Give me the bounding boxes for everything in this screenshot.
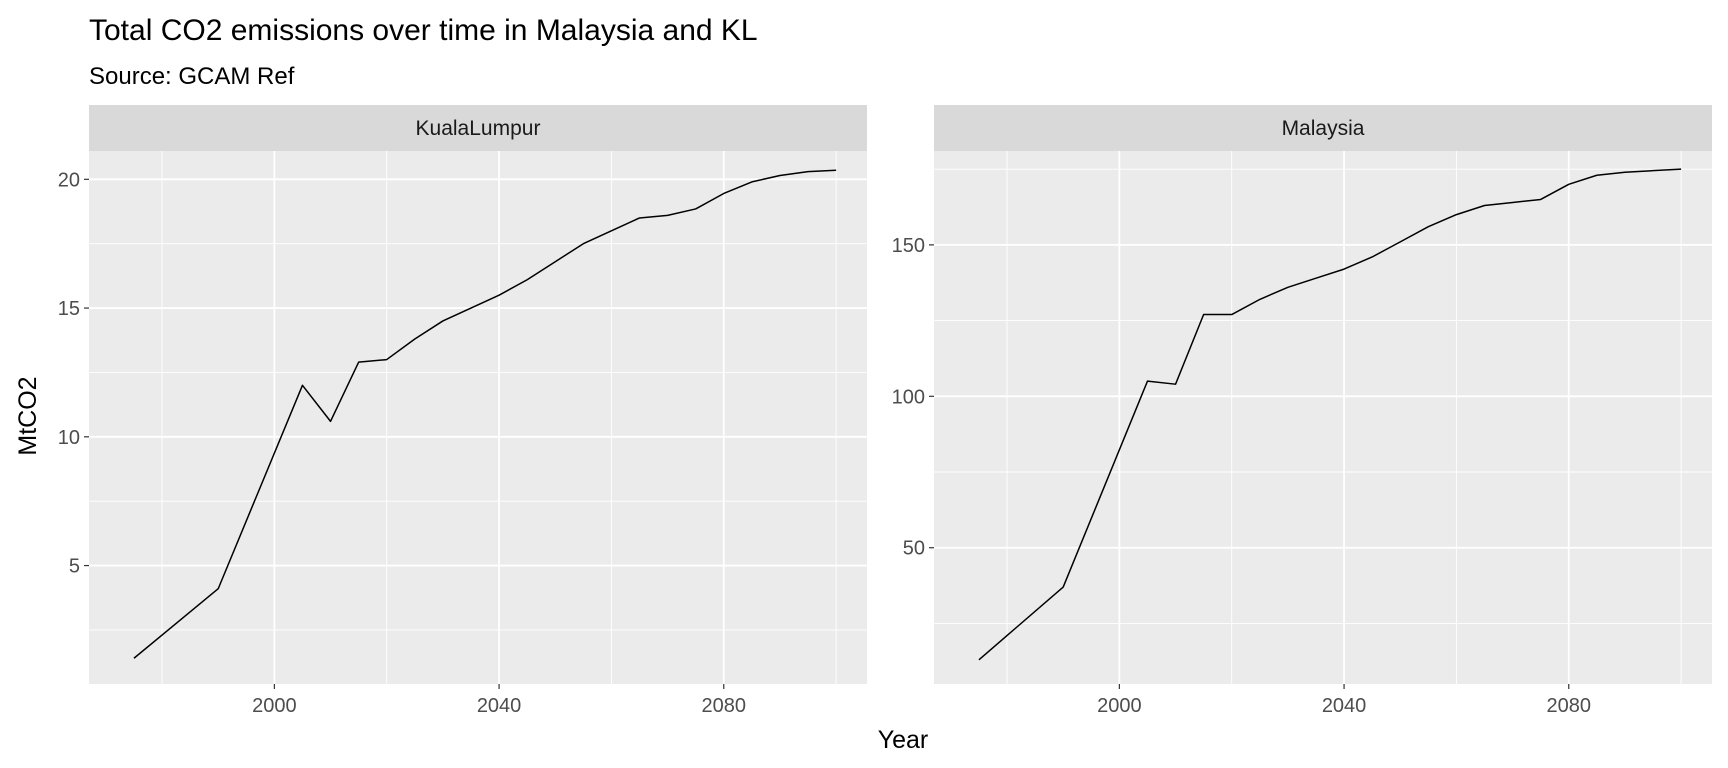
facet-strip xyxy=(934,105,1712,151)
x-axis-title: Year xyxy=(878,726,929,754)
x-tick-label: 2000 xyxy=(252,695,297,717)
chart-subtitle: Source: GCAM Ref xyxy=(89,63,295,90)
facet-panel-kualalumpur: KualaLumpur 2000 2040 2080 5 10 15 20 xyxy=(58,105,867,717)
chart-title: Total CO2 emissions over time in Malaysi… xyxy=(89,14,758,47)
y-tick-label: 150 xyxy=(892,235,925,257)
y-tick-label: 15 xyxy=(58,298,80,320)
y-tick-label: 20 xyxy=(58,169,80,191)
series-line-malaysia xyxy=(978,168,1682,661)
panel-background xyxy=(89,151,867,684)
facet-strip-label: KualaLumpur xyxy=(416,117,541,140)
facet-strip xyxy=(89,105,867,151)
facet-strip-label: Malaysia xyxy=(1282,117,1365,140)
x-tick-label: 2000 xyxy=(1097,695,1142,717)
y-axis-title: MtCO2 xyxy=(14,376,42,455)
x-tick-label: 2080 xyxy=(702,695,747,717)
y-tick-label: 10 xyxy=(58,427,80,449)
x-tick-label: 2040 xyxy=(477,695,522,717)
x-tick-label: 2080 xyxy=(1547,695,1592,717)
series-line-kualalumpur xyxy=(133,169,837,659)
y-tick-label: 50 xyxy=(903,538,925,560)
y-tick-label: 100 xyxy=(892,386,925,408)
panel-background xyxy=(934,151,1712,684)
y-tick-label: 5 xyxy=(69,556,80,578)
facet-panel-malaysia: Malaysia 2000 2040 2080 50 100 150 xyxy=(892,105,1712,717)
facet-panels: KualaLumpur 2000 2040 2080 5 10 15 20 Malaysia 20… xyxy=(58,105,1712,717)
x-tick-label: 2040 xyxy=(1322,695,1367,717)
